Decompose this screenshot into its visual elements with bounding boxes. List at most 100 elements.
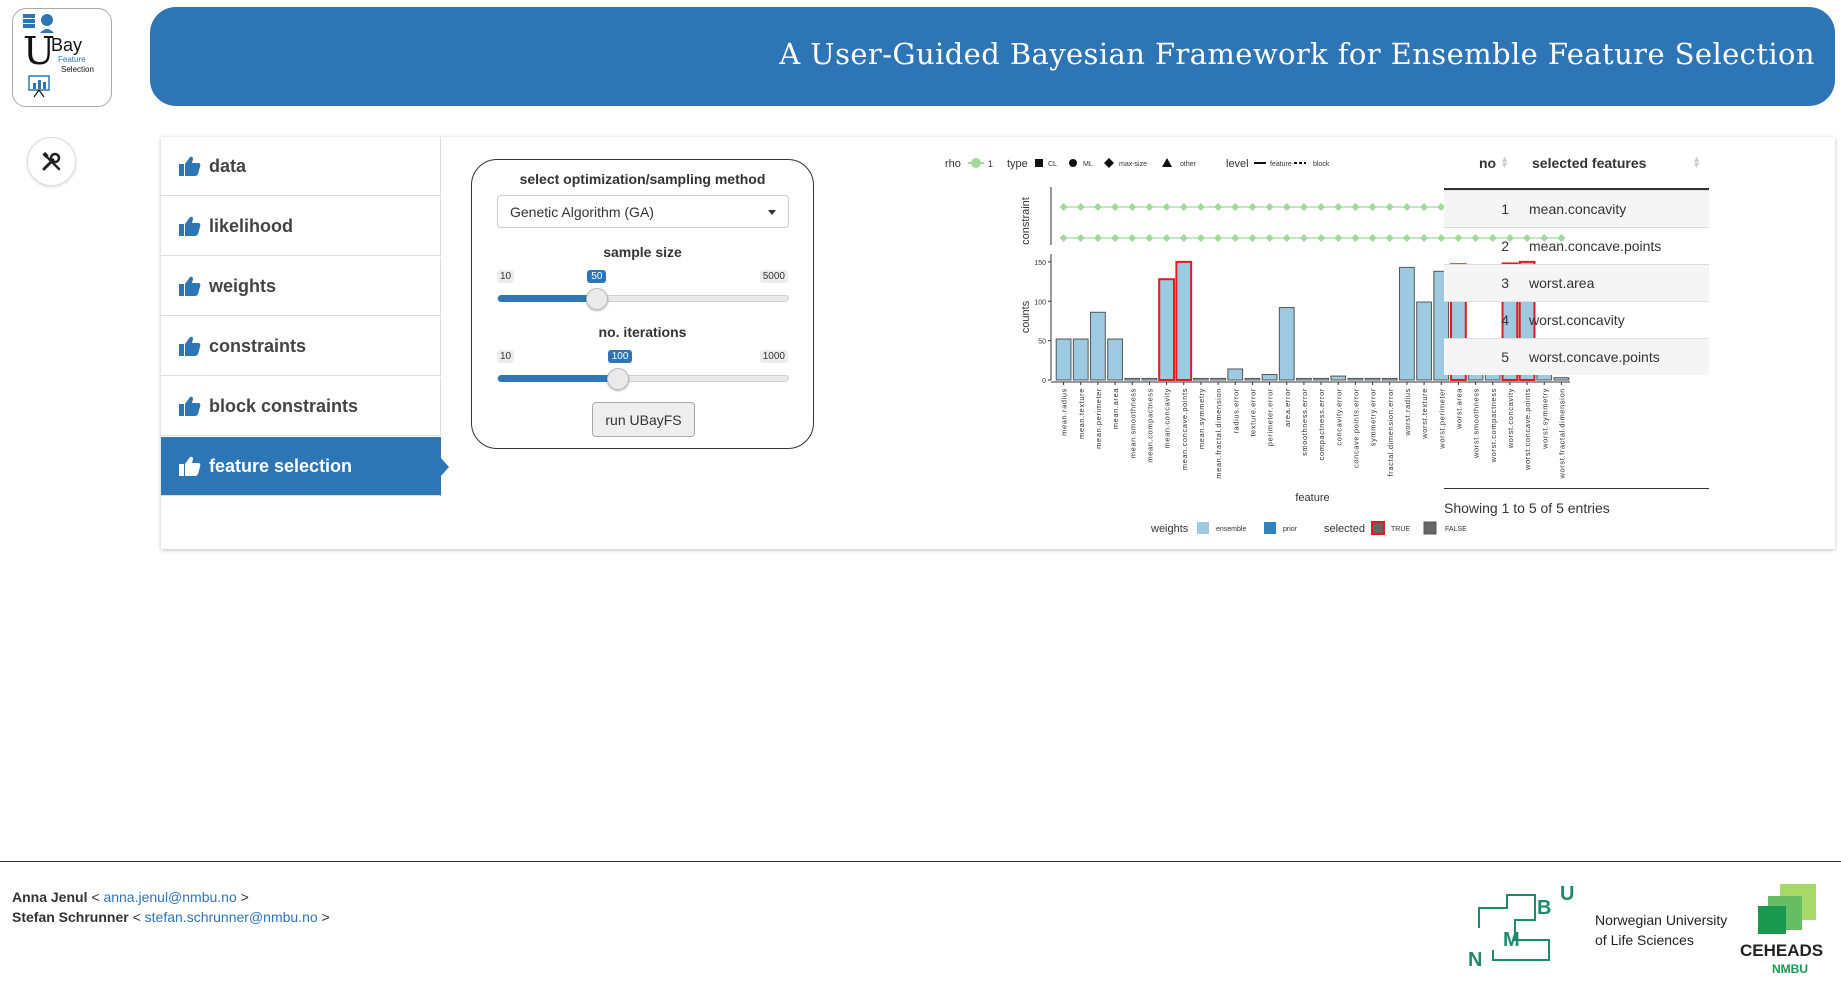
legend-rho-label: rho bbox=[945, 158, 961, 170]
ceheads-logo: CEHEADS NMBU bbox=[1740, 884, 1823, 975]
constraint-point bbox=[1385, 234, 1394, 242]
x-tick-label: worst.perimeter bbox=[1437, 388, 1446, 450]
table-row[interactable]: 2 mean.concave.points bbox=[1444, 227, 1709, 264]
x-tick-label: area.error bbox=[1283, 388, 1292, 427]
tab-likelihood[interactable]: likelihood bbox=[161, 197, 441, 256]
x-tick-label: mean.symmetry bbox=[1197, 388, 1206, 449]
author-email-link[interactable]: anna.jenul@nmbu.no bbox=[103, 889, 237, 905]
tab-label: likelihood bbox=[209, 215, 294, 236]
run-ubayfs-button[interactable]: run UBayFS bbox=[592, 402, 695, 437]
sample-size-handle[interactable] bbox=[586, 288, 609, 310]
constraint-point bbox=[1299, 234, 1308, 242]
constraint-point bbox=[1334, 203, 1343, 211]
constraint-point bbox=[1059, 234, 1068, 242]
nmbu-name: Norwegian University of Life Sciences bbox=[1595, 912, 1728, 948]
app-logo: U Bay Feature Selection bbox=[12, 8, 112, 107]
method-select[interactable]: Genetic Algorithm (GA) bbox=[497, 195, 789, 228]
tab-feature-selection[interactable]: feature selection bbox=[161, 437, 449, 496]
tab-label: feature selection bbox=[209, 455, 353, 476]
x-axis-label: feature bbox=[1295, 492, 1329, 504]
table-row[interactable]: 1 mean.concavity bbox=[1444, 190, 1709, 227]
x-tick-label: compactness.error bbox=[1317, 388, 1326, 460]
constraint-point bbox=[1385, 203, 1394, 211]
wrench-screwdriver-icon bbox=[41, 151, 60, 170]
row-no: 2 bbox=[1501, 238, 1509, 254]
x-tick-label: worst.symmetry bbox=[1540, 388, 1549, 450]
tab-weights[interactable]: weights bbox=[161, 257, 441, 316]
sample-size-slider[interactable] bbox=[497, 288, 789, 310]
x-tick-label: worst.area bbox=[1454, 388, 1463, 430]
col-header-feature[interactable]: selected features ▲ ▼ bbox=[1532, 154, 1701, 172]
iterations-handle[interactable] bbox=[606, 368, 629, 390]
constraint-point bbox=[1076, 203, 1085, 211]
constraint-point bbox=[1128, 234, 1137, 242]
legend-selected-false-swatch bbox=[1423, 521, 1437, 535]
tab-constraints[interactable]: constraints bbox=[161, 317, 441, 376]
bar-mean-area bbox=[1107, 338, 1123, 381]
bar-mean-concavity bbox=[1158, 278, 1175, 381]
bar-mean-fractal-dimension bbox=[1210, 377, 1226, 381]
legend-type-diamond bbox=[1104, 158, 1114, 168]
tab-label: block constraints bbox=[209, 395, 359, 416]
constraint-point bbox=[1179, 203, 1188, 211]
row-no: 4 bbox=[1501, 312, 1509, 328]
constraint-point bbox=[1214, 234, 1223, 242]
x-tick-label: worst.texture bbox=[1420, 388, 1429, 440]
author-email-link[interactable]: stefan.schrunner@nmbu.no bbox=[144, 909, 318, 925]
table-row[interactable]: 4 worst.concavity bbox=[1444, 301, 1709, 338]
tab-label: weights bbox=[209, 275, 277, 296]
y-tick-label: 150 bbox=[1034, 260, 1046, 267]
author-line-2: Stefan Schrunner < stefan.schrunner@nmbu… bbox=[12, 909, 330, 925]
main-panel: data likelihood weights constraints block co… bbox=[161, 137, 1835, 549]
svg-text:CEHEADS: CEHEADS bbox=[1740, 941, 1823, 960]
iterations-value: 100 bbox=[607, 350, 633, 363]
tab-data[interactable]: data bbox=[161, 137, 441, 196]
constraint-point bbox=[1454, 234, 1463, 242]
bar-symmetry-error bbox=[1364, 377, 1381, 381]
sort-icon: ▲ ▼ bbox=[1692, 154, 1701, 170]
table-bottom-rule bbox=[1444, 488, 1709, 489]
constraint-point bbox=[1523, 234, 1532, 242]
method-label: select optimization/sampling method bbox=[519, 171, 766, 187]
table-row[interactable]: 3 worst.area bbox=[1444, 264, 1709, 301]
legend-type-triangle bbox=[1162, 158, 1172, 167]
x-tick-label: mean.concave.points bbox=[1180, 388, 1189, 470]
y-axis-label: counts bbox=[1020, 300, 1032, 333]
legend-selected-true: TRUE bbox=[1391, 526, 1410, 533]
tools-button[interactable] bbox=[27, 137, 76, 186]
iterations-slider[interactable] bbox=[497, 368, 789, 390]
row-feature: worst.concavity bbox=[1529, 312, 1625, 328]
constraint-point bbox=[1076, 234, 1085, 242]
bar-perimeter-error bbox=[1261, 373, 1278, 381]
bar-worst-fractal-dimension bbox=[1553, 377, 1570, 381]
table-header-rule bbox=[1444, 188, 1709, 190]
constraint-point bbox=[1437, 234, 1446, 242]
legend-rho-value: 1 bbox=[988, 159, 993, 169]
bar-worst-texture bbox=[1416, 301, 1432, 381]
x-tick-label: concave.points.error bbox=[1351, 388, 1360, 468]
constraint-point bbox=[1145, 234, 1154, 242]
x-tick-label: texture.error bbox=[1248, 388, 1257, 437]
constraint-point bbox=[1505, 234, 1514, 242]
table-row[interactable]: 5 worst.concave.points bbox=[1444, 338, 1709, 375]
sample-size-value: 50 bbox=[587, 270, 607, 283]
row-feature: worst.concave.points bbox=[1529, 349, 1660, 365]
y-tick-label: 50 bbox=[1038, 339, 1046, 346]
x-tick-label: mean.perimeter bbox=[1094, 388, 1103, 449]
svg-text:B: B bbox=[1537, 897, 1551, 919]
header-banner: A User-Guided Bayesian Framework for Ens… bbox=[150, 7, 1835, 106]
svg-text:M: M bbox=[1503, 929, 1520, 951]
feature-counts-chart: rho 1 type CL ML max-size other level feature blo… bbox=[945, 158, 1570, 535]
tab-block-constraints[interactable]: block constraints bbox=[161, 377, 441, 436]
legend-level-label: level bbox=[1226, 158, 1249, 170]
constraint-point bbox=[1368, 203, 1377, 211]
thumbs-up-icon bbox=[179, 396, 201, 416]
svg-text:Selection: Selection bbox=[61, 65, 94, 74]
author-name: Anna Jenul bbox=[12, 889, 88, 905]
legend-type-cl: CL bbox=[1048, 161, 1057, 168]
sample-size-max: 5000 bbox=[759, 270, 788, 283]
sample-size-min: 10 bbox=[497, 270, 515, 283]
constraint-point bbox=[1231, 203, 1240, 211]
bar-concave-points-error bbox=[1347, 377, 1364, 381]
col-header-no[interactable]: no ▲ ▼ bbox=[1478, 154, 1509, 172]
